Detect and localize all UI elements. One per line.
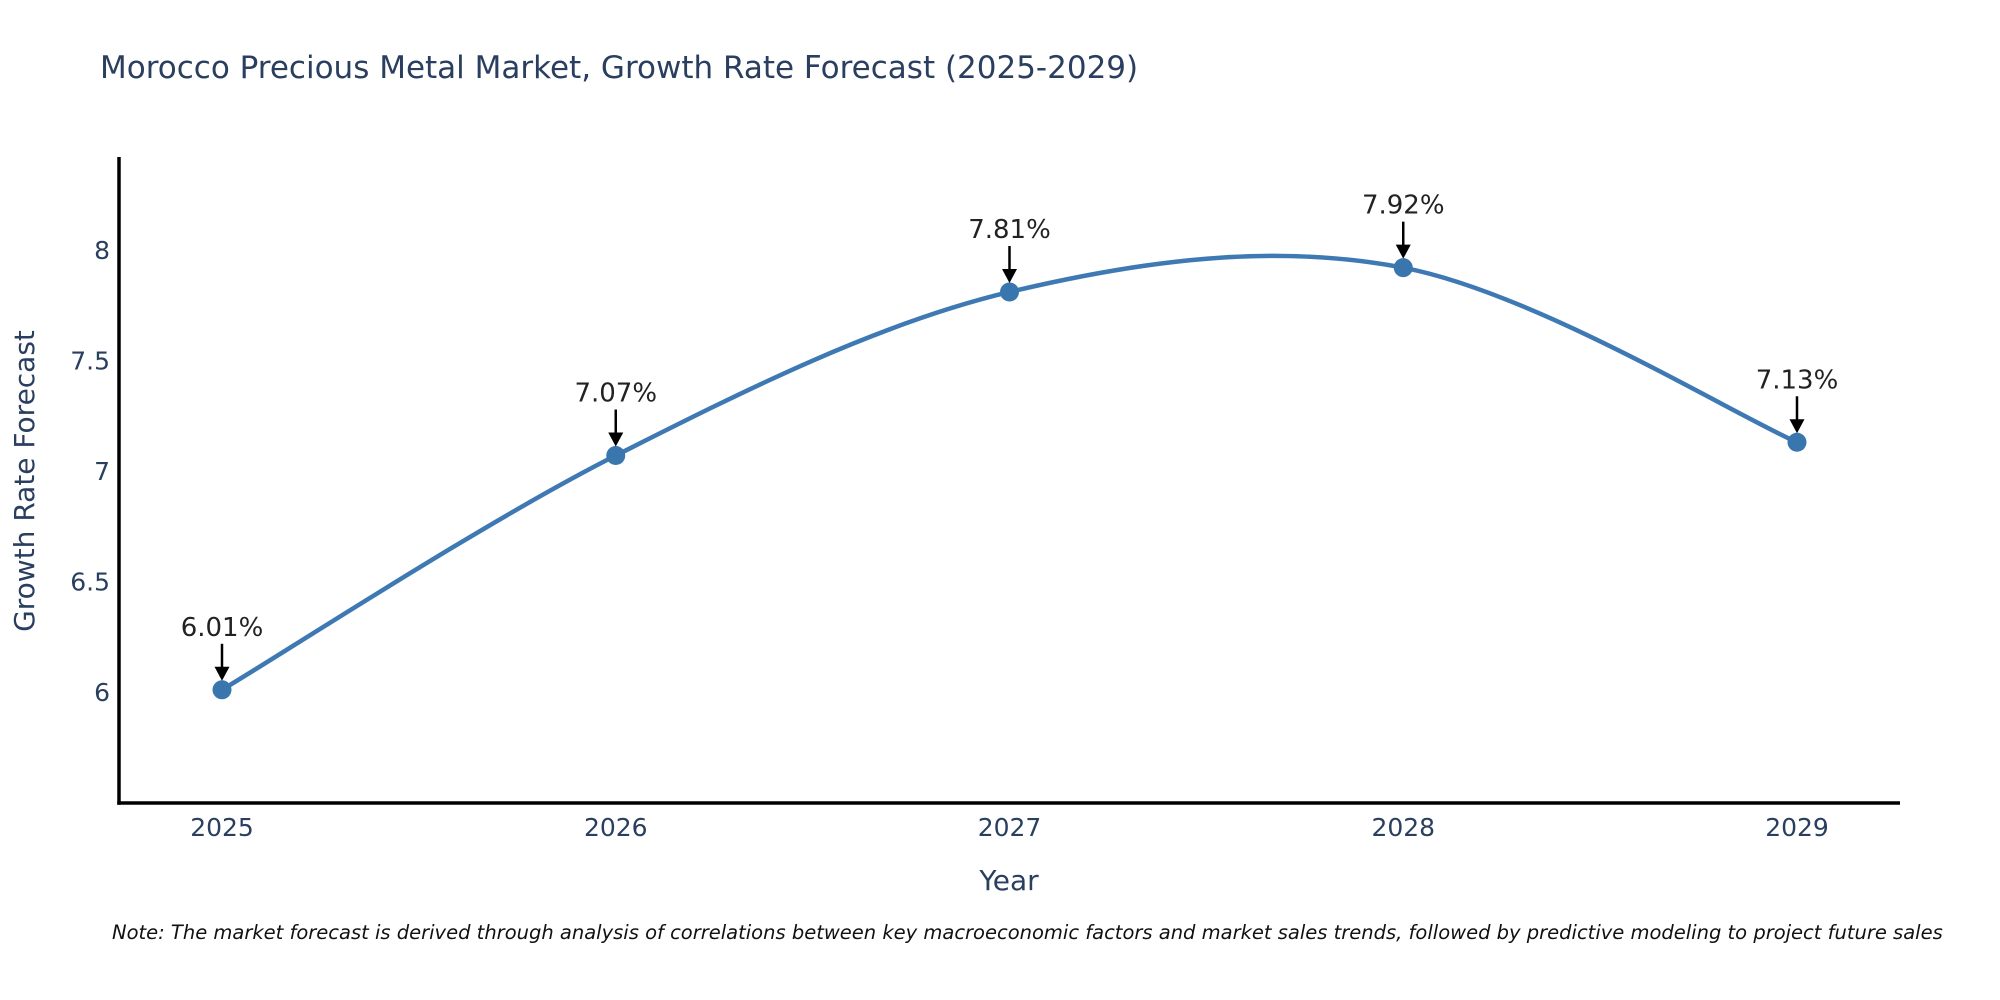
annotation-arrow-head: [1395, 244, 1411, 259]
point-label: 7.13%: [1756, 365, 1839, 395]
point-label: 7.81%: [968, 215, 1051, 245]
x-tick-label: 2025: [190, 813, 254, 842]
x-tick-label: 2026: [584, 813, 648, 842]
x-tick-label: 2028: [1371, 813, 1435, 842]
y-tick-labels: 6 6.5 7 7.5 8: [70, 236, 110, 707]
data-point-marker: [1000, 282, 1019, 302]
y-tick-label: 7: [94, 457, 110, 486]
y-tick-label: 8: [94, 236, 110, 265]
page-title: Morocco Precious Metal Market, Growth Ra…: [100, 50, 1139, 86]
y-tick-label: 6.5: [70, 568, 110, 597]
x-axis-title: Year: [978, 864, 1039, 897]
data-point-marker: [1787, 432, 1807, 452]
data-point-marker: [212, 680, 232, 700]
y-tick-label: 7.5: [70, 347, 110, 376]
annotation-arrow-head: [214, 666, 230, 681]
footnote: Note: The market forecast is derived thr…: [112, 921, 1943, 944]
markers-group: [212, 258, 1807, 700]
y-tick-label: 6: [94, 678, 110, 707]
x-tick-label: 2027: [978, 813, 1042, 842]
data-point-marker: [1393, 258, 1413, 278]
point-label: 7.07%: [574, 379, 657, 409]
y-axis-title: Growth Rate Forecast: [8, 330, 41, 632]
point-label: 7.92%: [1362, 191, 1445, 221]
point-label: 6.01%: [181, 613, 264, 643]
annotation-arrow-head: [1789, 419, 1805, 434]
x-tick-label: 2029: [1765, 813, 1829, 842]
annotation-arrow-head: [608, 432, 624, 447]
annotation-arrow-head: [1002, 268, 1017, 283]
data-point-marker: [606, 446, 626, 466]
annotations-group: 6.01% 7.07% 7.81% 7.92% 7.13%: [181, 191, 1839, 681]
x-tick-labels: 2025 2026 2027 2028 2029: [190, 813, 1829, 842]
forecast-line: [219, 253, 1800, 693]
